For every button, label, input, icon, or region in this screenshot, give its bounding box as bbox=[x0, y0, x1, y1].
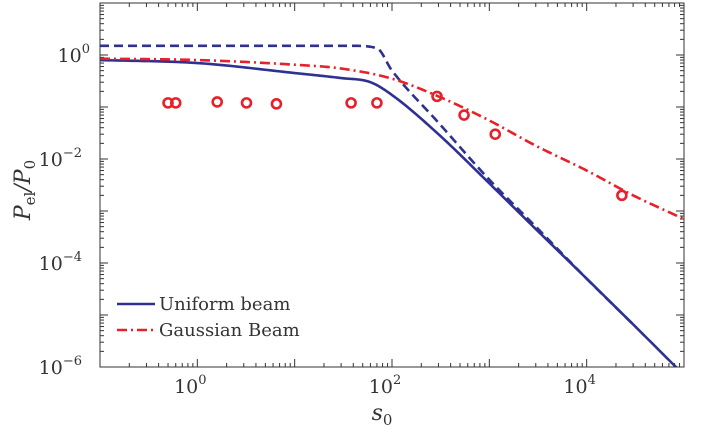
legend-label-uniform-beam: Uniform beam bbox=[159, 294, 290, 315]
y-tick-label: 100 bbox=[58, 42, 90, 67]
y-axis-label-slash: / bbox=[11, 182, 36, 194]
x-axis-label-base: s bbox=[372, 401, 383, 426]
data-point-marker bbox=[345, 97, 357, 109]
y-axis-label-den: P bbox=[11, 168, 36, 185]
x-tick-label-exp: 2 bbox=[393, 373, 401, 388]
plot-frame bbox=[99, 2, 685, 368]
x-tick-label: 100 bbox=[174, 373, 206, 398]
data-point-marker bbox=[169, 97, 182, 109]
y-tick-label-exp: −2 bbox=[63, 146, 82, 161]
data-point-marker bbox=[489, 128, 502, 140]
data-point-marker bbox=[240, 97, 253, 109]
y-axis-label: Pel/P0 bbox=[11, 160, 39, 221]
y-tick-label-exp: −4 bbox=[63, 250, 82, 265]
x-axis-label-sub: 0 bbox=[383, 411, 393, 429]
y-axis-label-num-sub: el bbox=[21, 191, 39, 205]
y-tick-label: 10−4 bbox=[39, 250, 82, 275]
axis-ticks bbox=[99, 3, 684, 368]
series-line-uniform-beam bbox=[100, 58, 678, 367]
y-tick-label-base: 10 bbox=[58, 45, 82, 67]
x-tick-label-exp: 4 bbox=[588, 373, 596, 388]
x-tick-label-base: 10 bbox=[174, 376, 198, 398]
y-tick-label-base: 10 bbox=[39, 253, 63, 275]
x-tick-label-base: 10 bbox=[369, 376, 393, 398]
y-axis-label-den-sub: 0 bbox=[21, 160, 39, 170]
y-tick-label-base: 10 bbox=[39, 149, 63, 171]
y-tick-label-exp: −6 bbox=[63, 354, 82, 369]
data-point-marker bbox=[270, 98, 283, 110]
series-line-gaussian-beam bbox=[100, 57, 684, 221]
y-tick-label-exp: 0 bbox=[82, 42, 90, 57]
data-point-marker bbox=[616, 189, 628, 202]
x-axis-label: s0 bbox=[372, 401, 393, 429]
data-point-marker bbox=[458, 109, 470, 121]
data-point-marker bbox=[211, 96, 224, 108]
y-tick-label: 10−2 bbox=[39, 146, 82, 171]
data-point-marker bbox=[371, 97, 383, 109]
y-axis-label-num: P bbox=[11, 204, 36, 221]
x-tick-label: 104 bbox=[563, 373, 595, 398]
data-point-marker bbox=[431, 90, 443, 103]
y-tick-label-base: 10 bbox=[39, 357, 63, 379]
series-line-uniform-dashed bbox=[100, 44, 635, 326]
legend: Uniform beam Gaussian Beam bbox=[117, 294, 300, 341]
x-tick-label: 102 bbox=[369, 373, 401, 398]
legend-label-gaussian-beam: Gaussian Beam bbox=[159, 320, 300, 341]
series-layer bbox=[100, 44, 684, 367]
x-tick-label-base: 10 bbox=[563, 376, 587, 398]
x-tick-label-exp: 0 bbox=[198, 373, 206, 388]
y-tick-label: 10−6 bbox=[39, 354, 82, 379]
